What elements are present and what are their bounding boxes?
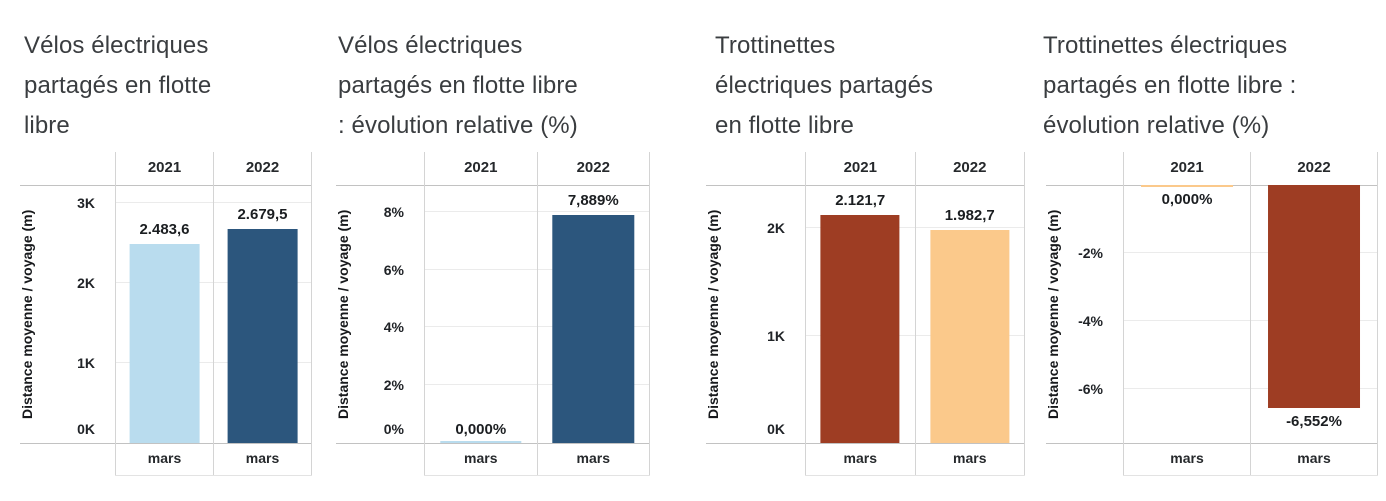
- footer-divider: [1123, 475, 1378, 476]
- columns-region: 2021 0,000% mars 2022 7,889% mars: [424, 152, 650, 475]
- chart-title: Vélos électriques partagés en flotte lib…: [24, 32, 212, 139]
- bar-value-label: 7,889%: [567, 192, 619, 210]
- column-2021: 2021 0,000% mars: [425, 152, 538, 475]
- y-axis-ticks: 0% 2% 4% 6% 8%: [330, 185, 412, 443]
- column-2022: 2022 2.679,5 mars: [214, 152, 311, 475]
- y-tick-label: 4%: [383, 319, 404, 336]
- footer-divider: [115, 475, 312, 476]
- y-tick-label: 2%: [383, 377, 404, 394]
- column-2021: 2021 2.121,7 mars: [806, 152, 916, 475]
- column-header-2021: 2021: [464, 159, 498, 176]
- chart-title: Vélos électriques partagés en flotte lib…: [338, 32, 578, 139]
- bar-2022[interactable]: [227, 228, 298, 443]
- axis-line-top: [336, 185, 650, 186]
- chart-title: Trottinettes électriques partagés en flo…: [1043, 32, 1297, 139]
- bar-value-label: 1.982,7: [944, 206, 995, 224]
- bar-value-label: -6,552%: [1286, 412, 1342, 430]
- y-tick-label: -4%: [1078, 312, 1103, 329]
- columns-region: 2021 0,000% mars 2022 -6,552% mars: [1123, 152, 1378, 475]
- y-tick-label: 1K: [767, 327, 785, 344]
- y-tick-label: 2K: [77, 275, 95, 291]
- bar-2021[interactable]: [440, 441, 522, 443]
- axis-line-bottom: [706, 443, 1025, 444]
- column-2022: 2022 7,889% mars: [538, 152, 650, 475]
- axis-line-top: [706, 185, 1025, 186]
- y-tick-label: 6%: [383, 261, 404, 278]
- x-tick-mars-2022: mars: [953, 450, 987, 466]
- y-tick-label: 0%: [383, 421, 404, 437]
- column-2021: 2021 0,000% mars: [1124, 152, 1251, 475]
- y-tick-label: 0K: [77, 421, 95, 437]
- y-tick-label: 8%: [383, 203, 404, 220]
- bar-2022[interactable]: [930, 229, 1010, 443]
- x-tick-mars-2022: mars: [245, 450, 280, 466]
- plot-cell-2022: -6,552%: [1251, 185, 1377, 443]
- y-tick-label: 2K: [767, 220, 785, 236]
- chart-panel-velos-evolution: Vélos électriques partagés en flotte lib…: [330, 0, 650, 501]
- x-tick-mars-2022: mars: [1297, 450, 1331, 466]
- column-header-2022: 2022: [576, 159, 610, 176]
- column-2022: 2022 1.982,7 mars: [916, 152, 1025, 475]
- x-tick-mars-2021: mars: [1170, 450, 1204, 466]
- plot-cell-2021: 2.121,7: [806, 185, 915, 443]
- x-tick-mars-2022: mars: [576, 450, 610, 466]
- column-header-2022: 2022: [245, 159, 280, 176]
- bar-value-label: 2.679,5: [237, 205, 288, 223]
- bar-value-label: 0,000%: [455, 421, 507, 438]
- plot-cell-2022: 1.982,7: [916, 185, 1025, 443]
- bar-2021[interactable]: [820, 214, 900, 443]
- x-tick-mars-2021: mars: [843, 450, 877, 466]
- bar-2021[interactable]: [1141, 185, 1233, 187]
- footer-divider: [424, 475, 650, 476]
- bar-2022[interactable]: [1268, 185, 1360, 408]
- bar-2021[interactable]: [129, 244, 200, 443]
- chart-panel-trottinettes-evolution: Trottinettes électriques partagés en flo…: [1040, 0, 1378, 501]
- axis-line-bottom: [20, 443, 312, 444]
- columns-region: 2021 2.483,6 mars 2022 2.679,5 mars: [115, 152, 312, 475]
- columns-region: 2021 2.121,7 mars 2022 1.982,7 mars: [805, 152, 1025, 475]
- column-header-2022: 2022: [1297, 159, 1331, 176]
- plot-cell-2022: 7,889%: [538, 185, 650, 443]
- chart-title: Trottinettes électriques partagés en flo…: [715, 32, 934, 139]
- column-2022: 2022 -6,552% mars: [1251, 152, 1377, 475]
- y-axis-ticks: 0K 1K 2K 3K: [14, 185, 103, 443]
- y-tick-label: 0K: [767, 421, 785, 437]
- axis-line-top: [20, 185, 312, 186]
- column-header-2021: 2021: [1170, 159, 1204, 176]
- column-header-2021: 2021: [843, 159, 877, 176]
- column-header-2022: 2022: [953, 159, 987, 176]
- plot-cell-2021: 2.483,6: [116, 185, 213, 443]
- axis-line-bottom: [336, 443, 650, 444]
- y-axis-ticks: -2% -4% -6%: [1040, 185, 1111, 443]
- y-tick-label: 1K: [77, 355, 95, 371]
- plot-cell-2021: 0,000%: [425, 185, 537, 443]
- bar-value-label: 2.483,6: [139, 221, 190, 239]
- axis-line-bottom: [1046, 443, 1378, 444]
- bar-2022[interactable]: [552, 215, 634, 443]
- bar-value-label: 0,000%: [1161, 191, 1213, 208]
- plot-cell-2022: 2.679,5: [214, 185, 311, 443]
- x-tick-mars-2021: mars: [464, 450, 498, 466]
- column-2021: 2021 2.483,6 mars: [116, 152, 214, 475]
- y-tick-label: -6%: [1078, 380, 1103, 397]
- plot-cell-2021: 0,000%: [1124, 185, 1250, 443]
- y-tick-label: -2%: [1078, 244, 1103, 261]
- chart-panel-velos-distance: Vélos électriques partagés en flotte lib…: [14, 0, 312, 501]
- footer-divider: [805, 475, 1025, 476]
- chart-panel-trottinettes-distance: Trottinettes électriques partagés en flo…: [700, 0, 1025, 501]
- bar-value-label: 2.121,7: [835, 191, 886, 209]
- x-tick-mars-2021: mars: [147, 450, 182, 466]
- column-header-2021: 2021: [147, 159, 182, 176]
- y-axis-ticks: 0K 1K 2K: [700, 185, 793, 443]
- y-tick-label: 3K: [77, 195, 95, 211]
